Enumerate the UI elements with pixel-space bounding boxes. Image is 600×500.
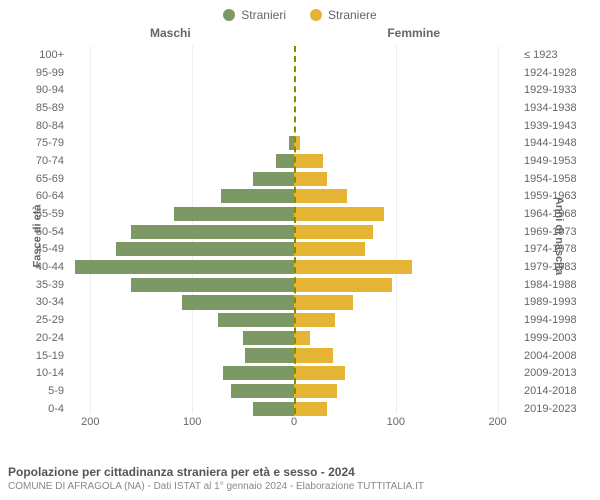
year-label: 1979-1983: [524, 261, 596, 273]
legend-swatch-male: [223, 9, 235, 21]
bar-male: [131, 278, 294, 292]
year-label: 1944-1948: [524, 137, 596, 149]
footer-subtitle: COMUNE DI AFRAGOLA (NA) - Dati ISTAT al …: [8, 481, 592, 492]
bar-female: [294, 384, 337, 398]
year-label: 1959-1963: [524, 190, 596, 202]
chart-footer: Popolazione per cittadinanza straniera p…: [8, 465, 592, 492]
bar-female: [294, 295, 353, 309]
age-label: 20-24: [4, 332, 64, 344]
x-tick-label: 100: [183, 416, 201, 428]
age-label: 50-54: [4, 226, 64, 238]
bar-female: [294, 402, 327, 416]
x-tick-label: 200: [488, 416, 506, 428]
age-label: 55-59: [4, 208, 64, 220]
bar-female: [294, 313, 335, 327]
bar-female: [294, 242, 365, 256]
bar-male: [231, 384, 294, 398]
bar-male: [116, 242, 294, 256]
bar-female: [294, 189, 347, 203]
age-label: 85-89: [4, 102, 64, 114]
legend-label-male: Stranieri: [241, 8, 286, 22]
year-label: 1949-1953: [524, 155, 596, 167]
x-axis: 200 100 0 100 200: [70, 416, 518, 432]
age-label: 75-79: [4, 137, 64, 149]
column-headers: Maschi Femmine: [0, 26, 600, 44]
bar-male: [253, 172, 294, 186]
age-label: 70-74: [4, 155, 64, 167]
bar-male: [221, 189, 294, 203]
bar-male: [253, 402, 294, 416]
year-label: 1954-1958: [524, 173, 596, 185]
bar-female: [294, 172, 327, 186]
bar-male: [182, 295, 294, 309]
age-label: 30-34: [4, 296, 64, 308]
bar-female: [294, 260, 412, 274]
year-label: 1989-1993: [524, 296, 596, 308]
legend-item-male: Stranieri: [223, 8, 286, 22]
age-label: 60-64: [4, 190, 64, 202]
age-label: 80-84: [4, 120, 64, 132]
bar-female: [294, 366, 345, 380]
age-label: 0-4: [4, 403, 64, 415]
age-label: 25-29: [4, 314, 64, 326]
bar-female: [294, 348, 333, 362]
col-header-female: Femmine: [387, 26, 440, 40]
age-label: 90-94: [4, 84, 64, 96]
bar-female: [294, 154, 323, 168]
year-label: 2004-2008: [524, 350, 596, 362]
year-label: 2009-2013: [524, 367, 596, 379]
age-label: 45-49: [4, 243, 64, 255]
year-label: 1994-1998: [524, 314, 596, 326]
age-label: 65-69: [4, 173, 64, 185]
year-label: 1934-1938: [524, 102, 596, 114]
year-label: 1984-1988: [524, 279, 596, 291]
age-label: 10-14: [4, 367, 64, 379]
footer-title: Popolazione per cittadinanza straniera p…: [8, 465, 592, 479]
year-label: 1929-1933: [524, 84, 596, 96]
age-label: 40-44: [4, 261, 64, 273]
plot-area: 100+≤ 192395-991924-192890-941929-193385…: [70, 46, 518, 414]
x-tick-label: 0: [291, 416, 297, 428]
age-label: 35-39: [4, 279, 64, 291]
bar-female: [294, 278, 392, 292]
bar-female: [294, 225, 373, 239]
bar-female: [294, 207, 384, 221]
bar-male: [243, 331, 294, 345]
age-label: 15-19: [4, 350, 64, 362]
col-header-male: Maschi: [150, 26, 191, 40]
bar-male: [276, 154, 294, 168]
x-tick-label: 200: [81, 416, 99, 428]
bar-male: [218, 313, 294, 327]
year-label: 2019-2023: [524, 403, 596, 415]
legend-swatch-female: [310, 9, 322, 21]
year-label: 2014-2018: [524, 385, 596, 397]
pyramid-chart: Maschi Femmine Fasce di età Anni di nasc…: [0, 26, 600, 446]
year-label: 1964-1968: [524, 208, 596, 220]
year-label: 1999-2003: [524, 332, 596, 344]
bar-male: [131, 225, 294, 239]
bar-male: [174, 207, 294, 221]
year-label: 1974-1978: [524, 243, 596, 255]
center-axis-line: [294, 46, 296, 414]
bar-male: [245, 348, 294, 362]
legend-item-female: Straniere: [310, 8, 377, 22]
legend-label-female: Straniere: [328, 8, 377, 22]
age-label: 5-9: [4, 385, 64, 397]
x-tick-label: 100: [387, 416, 405, 428]
bar-male: [75, 260, 294, 274]
bar-male: [223, 366, 294, 380]
chart-legend: Stranieri Straniere: [0, 0, 600, 26]
year-label: 1969-1973: [524, 226, 596, 238]
year-label: ≤ 1923: [524, 49, 596, 61]
year-label: 1939-1943: [524, 120, 596, 132]
age-label: 100+: [4, 49, 64, 61]
bar-female: [294, 331, 310, 345]
year-label: 1924-1928: [524, 67, 596, 79]
age-label: 95-99: [4, 67, 64, 79]
